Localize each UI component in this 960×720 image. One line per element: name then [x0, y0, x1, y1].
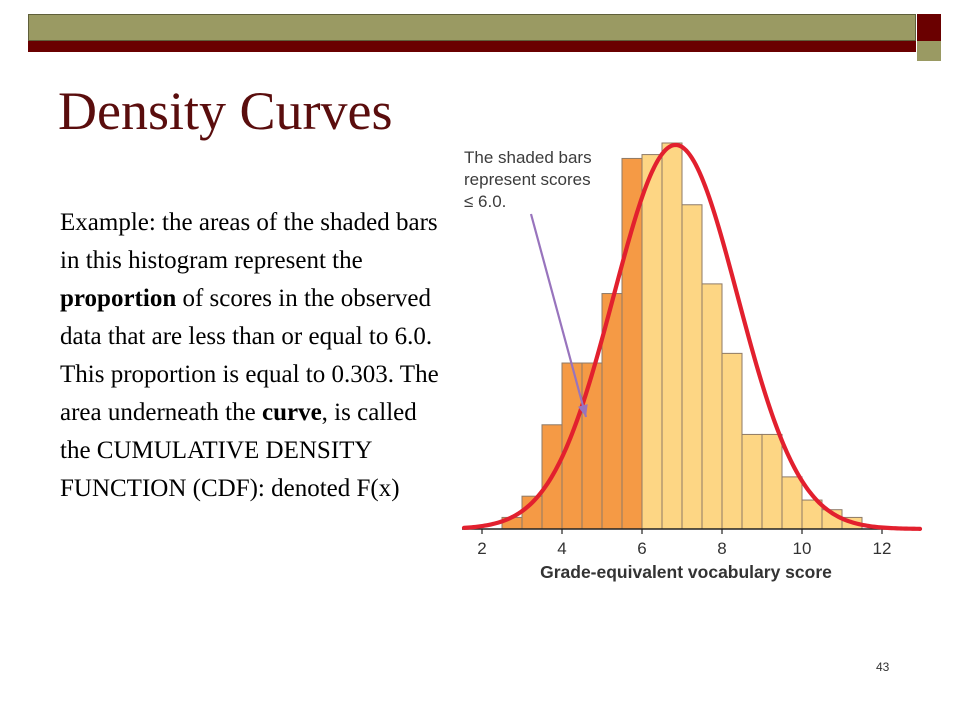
annotation-arrow-head [578, 404, 588, 417]
top-decor-line [28, 41, 916, 52]
x-tick-label: 8 [717, 539, 726, 558]
body-text: Example: the areas of the shaded bars in… [60, 204, 440, 508]
x-tick-label: 4 [557, 539, 566, 558]
histogram-bar [681, 204, 703, 530]
x-tick-label: 2 [477, 539, 486, 558]
body-text-part2: of scores in the observed data that are … [60, 285, 439, 426]
slide-title: Density Curves [58, 81, 393, 141]
histogram-bar [661, 142, 683, 530]
page-number: 43 [876, 660, 890, 674]
histogram-bar-shaded [581, 362, 603, 530]
density-curve [461, 142, 923, 531]
histogram-bar-shaded [621, 157, 643, 530]
histogram-bar [761, 433, 783, 530]
annotation-text: represent scores [464, 170, 591, 189]
body-bold-proportion: proportion [60, 285, 177, 312]
annotation-arrow [529, 213, 588, 418]
body-text-part1: Example: the areas of the shaded bars in… [60, 209, 438, 274]
body-paragraph: Example: the areas of the shaded bars in… [60, 204, 440, 508]
x-tick-label: 6 [637, 539, 646, 558]
body-bold-curve: curve [261, 399, 322, 426]
body-text-part3: , is called the CUMULATIVE DENSITY FUNCT… [60, 399, 417, 502]
histogram-bar [641, 154, 663, 530]
annotation-text: The shaded bars [464, 148, 592, 167]
histogram-bar [701, 283, 723, 530]
histogram-chart: 2 4 6 8 10 12 Grade-equivalent vocabulary scor… [461, 142, 923, 582]
top-decor-bar [28, 14, 916, 41]
x-tick-label: 10 [793, 539, 812, 558]
histogram-bar [721, 352, 743, 530]
corner-decor-dark [917, 14, 941, 41]
annotation-text: ≤ 6.0. [464, 192, 506, 211]
histogram-bar [741, 433, 763, 530]
x-tick-label: 12 [873, 539, 892, 558]
histogram-bar [781, 476, 803, 530]
corner-decor-light [917, 41, 941, 61]
x-axis-label: Grade-equivalent vocabulary score [540, 562, 832, 582]
